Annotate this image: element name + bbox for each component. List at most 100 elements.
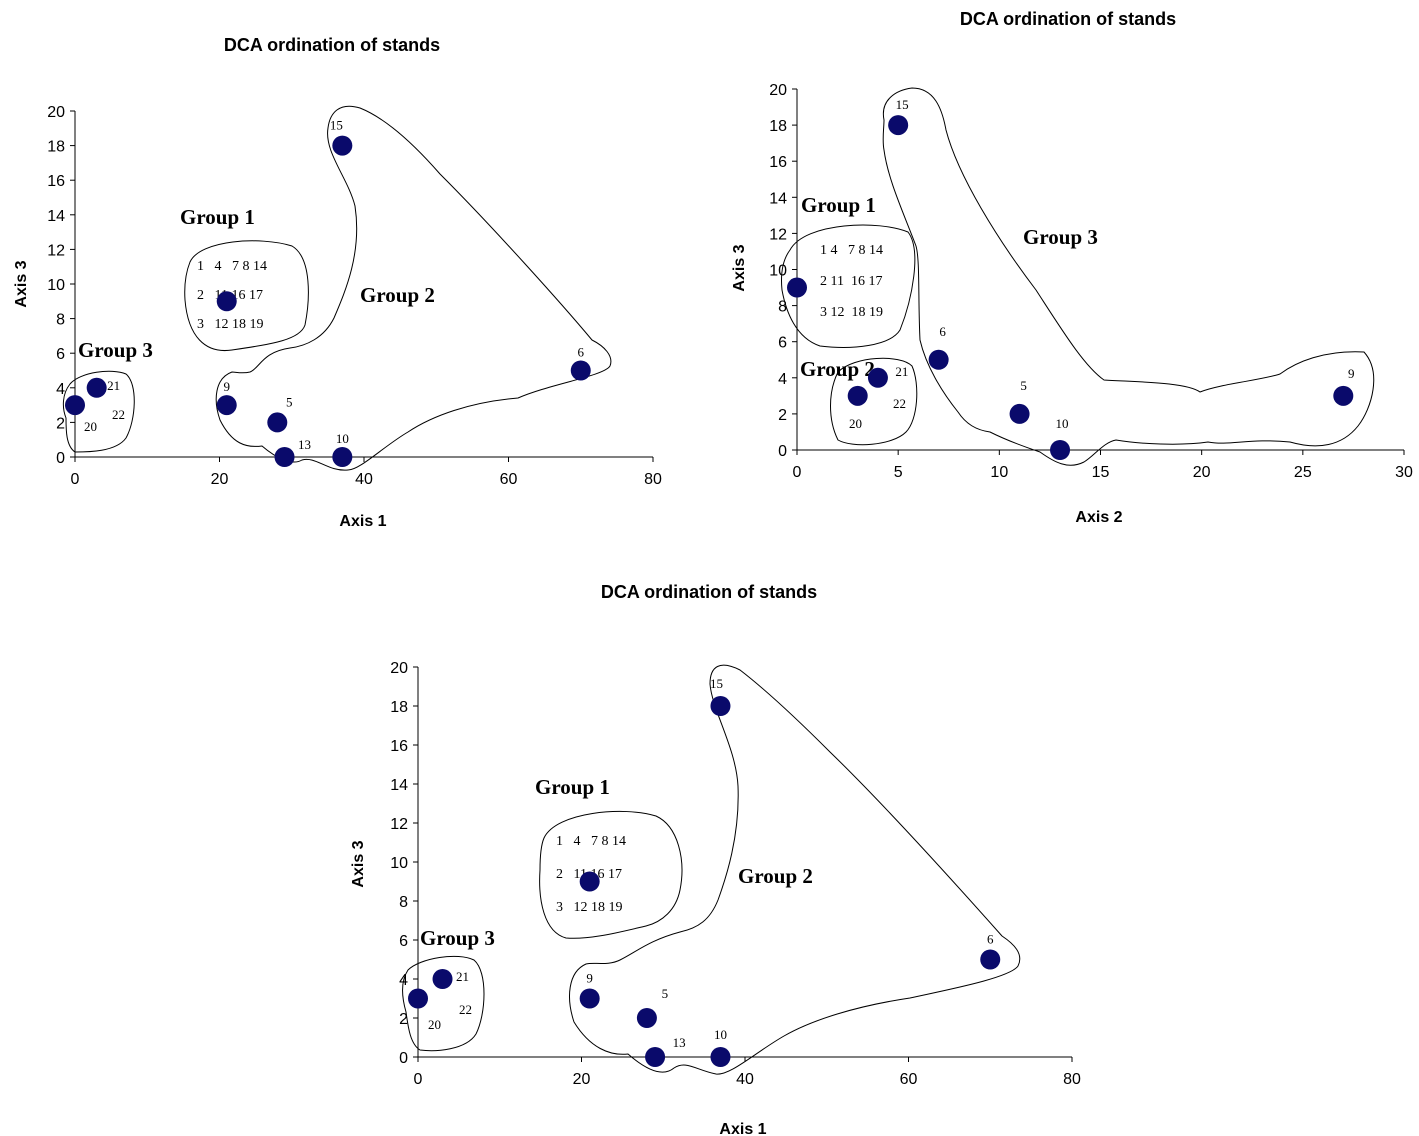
group-outline-2 [830,357,918,446]
x-axis-label: Axis 1 [719,1121,766,1136]
y-axis-label: Axis 3 [350,840,367,887]
x-tick-label: 15 [1092,464,1110,481]
data-point [888,115,909,136]
point-label: 21 [895,364,908,379]
data-point [579,988,600,1009]
y-tick-label: 0 [56,450,65,467]
group-outline-1 [781,224,916,348]
point-label: 13 [673,1035,686,1050]
y-tick-label: 0 [399,1050,408,1067]
data-point [636,1008,657,1028]
data-point [867,367,888,388]
group-member-list: 3 12 18 19 [197,317,264,332]
y-tick-label: 8 [778,299,787,316]
group-member-list: 1 4 7 8 14 [556,834,626,849]
point-label: 9 [1348,366,1355,381]
group-label: Group 2 [738,864,813,888]
y-tick-label: 4 [778,371,787,388]
y-tick-label: 4 [56,381,65,398]
data-point [332,447,353,467]
data-point [570,360,591,381]
y-tick-label: 18 [390,699,408,716]
data-point [980,949,1001,970]
y-tick-label: 20 [390,660,408,677]
point-label: 5 [1020,378,1027,393]
y-tick-label: 6 [56,346,65,363]
chart-title: DCA ordination of stands [960,9,1176,29]
x-axis-label: Axis 2 [1075,509,1122,526]
y-axis-label: Axis 3 [13,260,30,307]
data-point [928,349,949,370]
y-tick-label: 2 [778,407,787,424]
x-tick-label: 30 [1395,464,1413,481]
y-tick-label: 20 [47,104,65,121]
data-point [274,447,295,467]
group-member-list: 3 12 18 19 [820,305,883,320]
group-member-list: 3 12 18 19 [556,900,623,915]
x-tick-label: 25 [1294,464,1312,481]
x-tick-label: 60 [500,471,518,488]
x-tick-label: 5 [894,464,903,481]
data-point [408,988,428,1009]
chart-title: DCA ordination of stands [601,582,817,602]
y-tick-label: 16 [769,154,787,171]
data-point [579,871,600,892]
x-tick-label: 80 [1063,1071,1081,1088]
stand-annotation: 20 [84,419,97,434]
y-tick-label: 8 [399,894,408,911]
chart-2: DCA ordination of stands Axis 2 Axis 3 0 2 4 6… [731,9,1413,526]
data-point [710,696,731,716]
group-label: Group 1 [801,193,876,217]
group-outline-1 [184,240,309,352]
point-label: 21 [456,969,469,984]
x-tick-label: 40 [736,1071,754,1088]
stand-annotation: 22 [112,407,125,422]
x-tick-label: 20 [211,471,229,488]
point-label: 6 [578,345,585,360]
data-point [432,969,453,989]
y-tick-label: 10 [390,855,408,872]
point-label: 5 [286,394,293,409]
data-point [332,135,353,156]
data-point [1333,385,1354,406]
group-outline-3 [402,955,485,1052]
y-tick-label: 18 [47,139,65,156]
x-tick-label: 20 [573,1071,591,1088]
y-tick-label: 20 [769,82,787,99]
group-outline-2 [569,664,1021,1075]
data-point [216,291,237,312]
group-member-list: 2 11 16 17 [820,274,882,289]
point-label: 6 [939,324,946,339]
group-outline-2 [215,105,612,471]
y-tick-label: 12 [47,242,65,259]
x-tick-label: 0 [793,464,802,481]
y-tick-label: 0 [778,443,787,460]
group-label: Group 1 [180,205,255,229]
y-tick-label: 8 [56,312,65,329]
x-tick-label: 60 [900,1071,918,1088]
data-point [787,277,807,298]
point-label: 15 [710,676,723,691]
group-label: Group 2 [360,283,435,307]
y-tick-label: 2 [56,415,65,432]
x-tick-label: 10 [990,464,1008,481]
y-tick-label: 12 [769,226,787,243]
point-label: 21 [107,378,120,393]
group-label: Group 2 [800,357,875,381]
y-tick-label: 14 [769,190,787,207]
y-tick-label: 6 [399,933,408,950]
data-point [1009,403,1030,424]
y-tick-label: 14 [47,208,65,225]
stand-annotation: 22 [459,1002,472,1017]
point-label: 10 [1056,416,1069,431]
point-label: 9 [223,379,230,394]
point-label: 15 [896,97,909,112]
y-tick-label: 10 [769,263,787,280]
chart-1: DCA ordination of stands Axis 1 Axis 3 0 2 4 6… [13,35,662,530]
point-label: 13 [298,437,311,452]
data-point [710,1047,731,1067]
group-label: Group 1 [535,775,610,799]
stand-annotation: 22 [893,396,906,411]
